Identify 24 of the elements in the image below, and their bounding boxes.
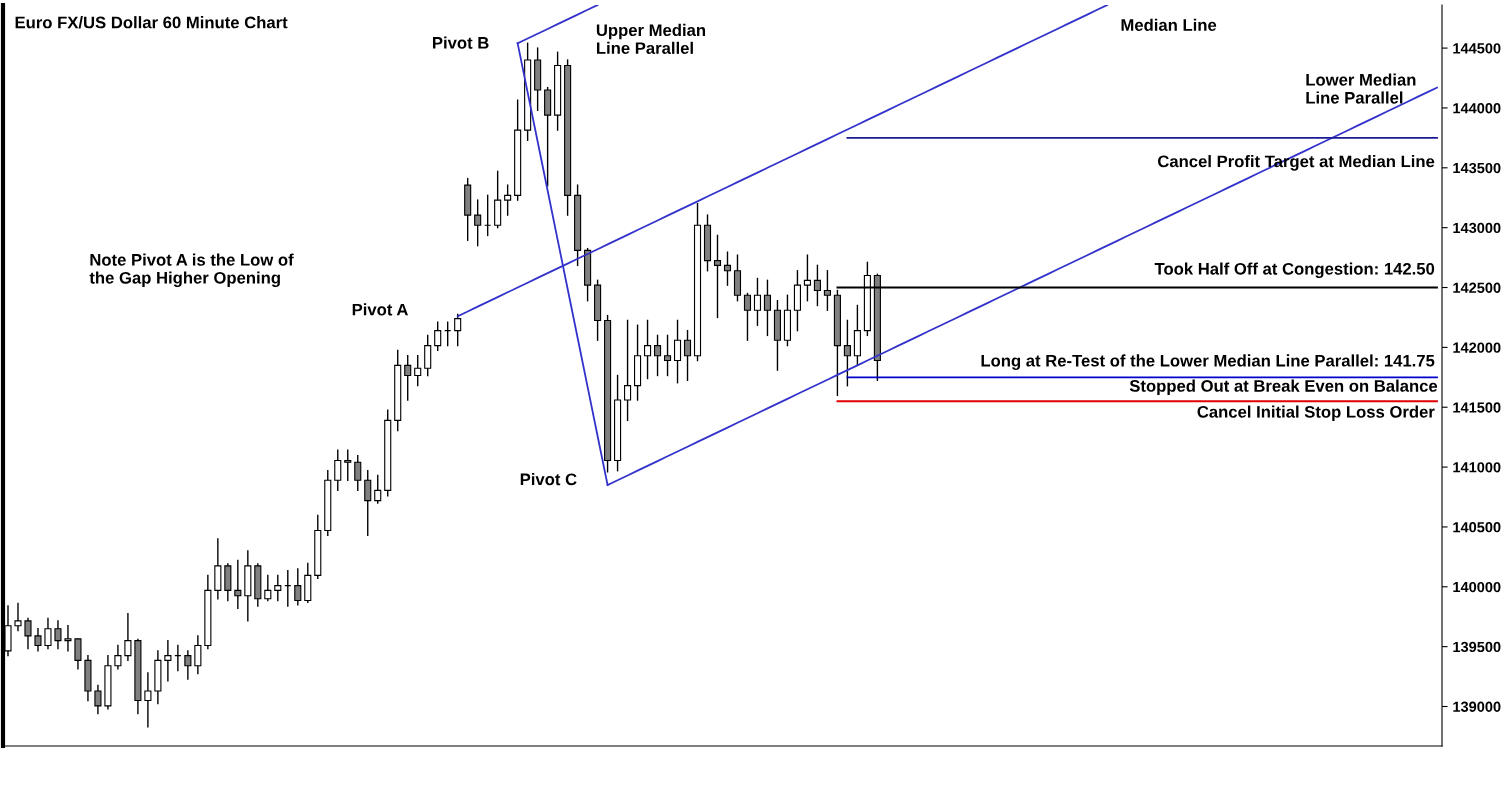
annotation: Pivot B bbox=[433, 36, 489, 49]
y-tick-label: 142000 bbox=[1453, 342, 1501, 353]
annotation: Note Pivot A is the Low of the Gap Higher Opening bbox=[89, 253, 294, 288]
y-tick-label: 141000 bbox=[1453, 462, 1501, 473]
y-tick-label: 143500 bbox=[1453, 162, 1501, 174]
annotation: Stopped Out at Break Even on Balance bbox=[1129, 379, 1438, 396]
annotation: Median Line bbox=[1121, 18, 1217, 31]
annotation: Long at Re-Test of the Lower Median Line Parallel: 141.75 bbox=[981, 354, 1435, 370]
annotation: Cancel Initial Stop Loss Order bbox=[1197, 405, 1435, 422]
text: Euro FX/US Dollar 60 Minute Chart bbox=[15, 16, 288, 29]
annotation: Pivot C bbox=[520, 472, 577, 486]
y-tick-label: 144000 bbox=[1453, 103, 1501, 114]
annotation: Upper Median Line Parallel bbox=[596, 23, 706, 55]
y-tick-label: 139500 bbox=[1453, 641, 1501, 653]
y-tick-label: 141500 bbox=[1453, 402, 1501, 413]
annotation: Pivot A bbox=[352, 303, 408, 316]
annotation: Lower Median Line Parallel bbox=[1306, 73, 1416, 104]
y-tick-label: 142500 bbox=[1453, 282, 1501, 293]
y-tick-label: 140000 bbox=[1453, 581, 1501, 593]
annotation: Took Half Off at Congestion: 142.50 bbox=[1154, 262, 1435, 279]
y-tick-label: 140500 bbox=[1453, 522, 1501, 533]
y-tick-label: 143000 bbox=[1453, 222, 1501, 234]
y-tick-label: 139000 bbox=[1453, 701, 1501, 712]
y-tick-label: 144500 bbox=[1453, 43, 1501, 54]
